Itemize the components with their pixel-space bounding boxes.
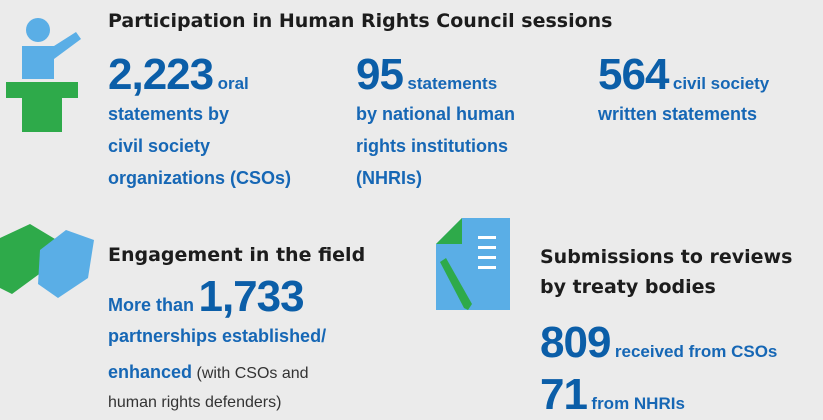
stat: 71 from NHRIs xyxy=(540,370,685,420)
stat-text: More than xyxy=(108,295,195,315)
stat-text: organizations (CSOs) xyxy=(108,168,292,188)
stat-number: 809 xyxy=(540,318,611,367)
stat-number: 1,733 xyxy=(198,272,304,321)
podium-icon xyxy=(6,18,81,132)
section-title: Participation in Human Rights Council se… xyxy=(108,10,613,32)
stat: 95 statements xyxy=(356,50,497,100)
stat-text: statements xyxy=(407,74,498,93)
stat-text: written statements xyxy=(598,104,758,124)
document-icon xyxy=(436,218,510,310)
stat: 2,223 oral xyxy=(108,50,249,100)
stat-text: rights institutions xyxy=(356,136,508,156)
stat-text: (NHRIs) xyxy=(356,168,422,188)
stat-text: oral xyxy=(217,74,249,93)
stat: More than 1,733 xyxy=(108,272,305,322)
stat-number: 2,223 xyxy=(108,50,214,99)
section-title: by treaty bodies xyxy=(540,276,716,298)
note: human rights defenders) xyxy=(108,394,282,411)
stat-text: statements by xyxy=(108,104,230,124)
stat: 564 civil society xyxy=(598,50,769,100)
stat-text: by national human xyxy=(356,104,516,124)
stat: 809 received from CSOs xyxy=(540,318,777,368)
stat: enhanced (with CSOs and xyxy=(108,362,309,383)
stat-text: civil society xyxy=(108,136,211,156)
stat-text: from NHRIs xyxy=(591,394,685,413)
stat-number: 71 xyxy=(540,370,588,419)
handshake-icon xyxy=(0,224,94,298)
stat-number: 564 xyxy=(598,50,669,99)
stat-number: 95 xyxy=(356,50,404,99)
stat-text: enhanced xyxy=(108,362,193,382)
section-title: Submissions to reviews xyxy=(540,246,793,268)
note: (with CSOs and xyxy=(196,365,309,382)
stat-text: partnerships established/ xyxy=(108,326,327,346)
section-title: Engagement in the field xyxy=(108,244,366,266)
stat-text: civil society xyxy=(672,74,770,93)
stat-text: received from CSOs xyxy=(614,342,778,361)
